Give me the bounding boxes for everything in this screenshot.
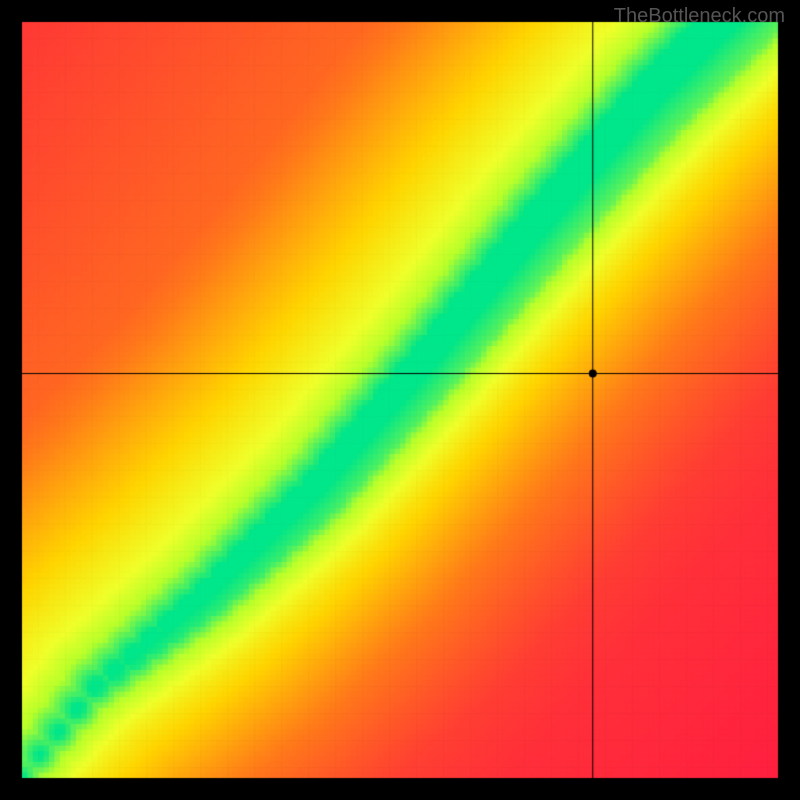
chart-container: TheBottleneck.com [0, 0, 800, 800]
bottleneck-heatmap [0, 0, 800, 800]
watermark-text: TheBottleneck.com [614, 5, 785, 28]
